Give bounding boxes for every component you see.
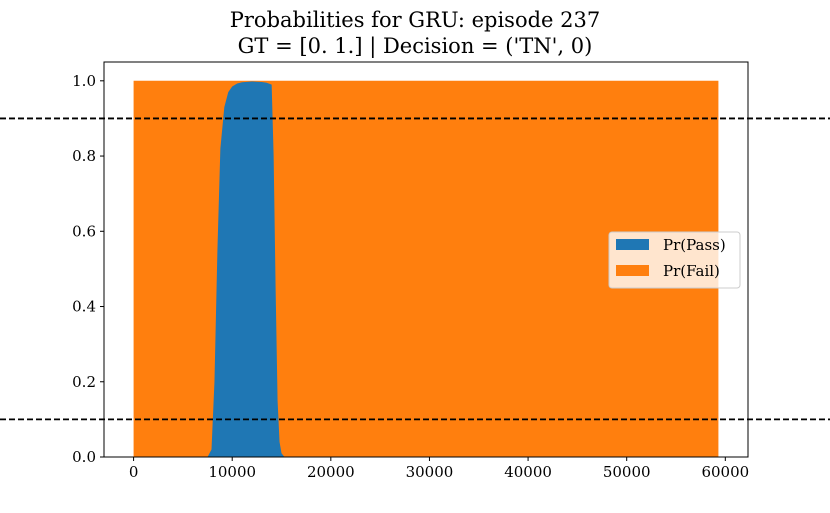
y-tick-label: 1.0 — [72, 72, 96, 90]
area-series-1 — [133, 81, 719, 457]
legend: Pr(Pass) Pr(Fail) — [608, 231, 741, 289]
y-tick-label: 0.8 — [72, 147, 96, 165]
x-tick-label: 30000 — [406, 463, 454, 481]
x-tick-label: 10000 — [208, 463, 256, 481]
area-series-0 — [133, 80, 719, 457]
legend-label: Pr(Fail) — [663, 262, 720, 280]
legend-swatch — [616, 265, 649, 276]
chart-subtitle: GT = [0. 1.] | Decision = ('TN', 0) — [237, 34, 593, 58]
x-tick-label: 50000 — [603, 463, 651, 481]
chart-title: Probabilities for GRU: episode 237 — [229, 8, 601, 32]
legend-label: Pr(Pass) — [663, 236, 726, 254]
legend-swatch — [616, 239, 649, 250]
x-tick-label: 20000 — [307, 463, 355, 481]
y-tick-label: 0.4 — [72, 298, 96, 316]
y-tick-label: 0.2 — [72, 373, 96, 391]
x-tick-label: 0 — [129, 463, 139, 481]
x-tick-label: 40000 — [504, 463, 552, 481]
plot-frame — [103, 61, 749, 458]
y-tick-label: 0.6 — [72, 222, 96, 240]
x-tick-label: 60000 — [701, 463, 749, 481]
y-tick-label: 0.0 — [72, 448, 96, 466]
